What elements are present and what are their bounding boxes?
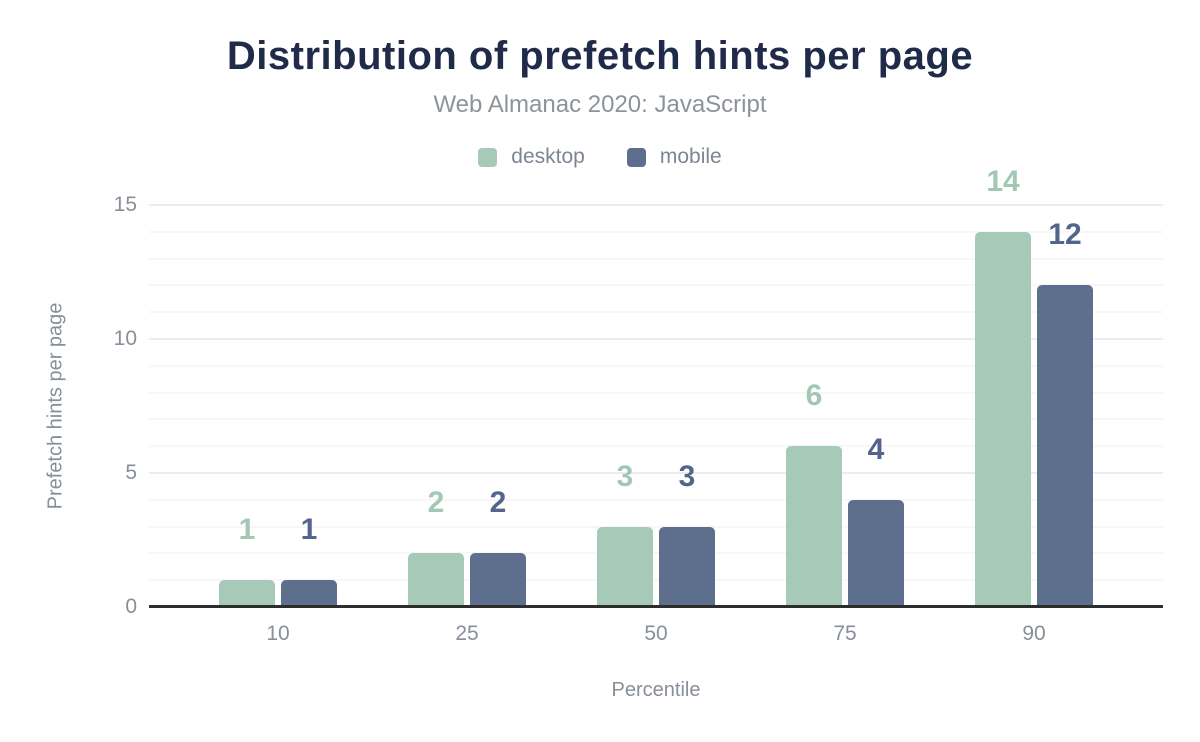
mobile-bar-value-label: 1 <box>300 513 318 546</box>
gridline-major <box>149 338 1163 340</box>
gridline-minor <box>149 365 1163 367</box>
gridline-minor <box>149 392 1163 394</box>
gridline-minor <box>149 499 1163 501</box>
legend: desktop mobile <box>0 145 1200 169</box>
gridline-minor <box>149 445 1163 447</box>
legend-label-mobile: mobile <box>659 145 722 168</box>
mobile-bar-value-label: 3 <box>678 460 696 493</box>
mobile-series-swatch <box>626 147 646 167</box>
chart-title: Distribution of prefetch hints per page <box>226 34 974 78</box>
desktop-bar-value-label: 1 <box>238 513 256 546</box>
gridline-major <box>149 472 1163 474</box>
chart-subtitle: Web Almanac 2020: JavaScript <box>433 91 767 118</box>
gridline-minor <box>149 231 1163 233</box>
x-axis-title: Percentile <box>611 679 701 701</box>
gridline-minor <box>149 552 1163 554</box>
x-axis-tick-label: 90 <box>1022 622 1046 645</box>
desktop-bar[interactable] <box>408 553 464 607</box>
x-axis-baseline <box>149 605 1163 608</box>
x-axis-tick-label: 50 <box>644 622 668 645</box>
legend-item-mobile[interactable]: mobile <box>626 145 722 169</box>
legend-label-desktop: desktop <box>511 145 585 168</box>
desktop-bar-value-label: 3 <box>616 460 634 493</box>
y-axis-tick-label: 5 <box>125 461 137 484</box>
desktop-bar[interactable] <box>786 446 842 607</box>
desktop-bar[interactable] <box>975 232 1031 607</box>
desktop-bar[interactable] <box>219 580 275 607</box>
mobile-bar[interactable] <box>281 580 337 607</box>
x-axis-tick-label: 25 <box>455 622 479 645</box>
gridline-minor <box>149 284 1163 286</box>
mobile-bar[interactable] <box>659 527 715 607</box>
gridline-minor <box>149 418 1163 420</box>
mobile-bar[interactable] <box>848 500 904 607</box>
desktop-series-swatch <box>478 147 498 167</box>
desktop-bar[interactable] <box>597 527 653 607</box>
mobile-bar-value-label: 12 <box>1048 218 1082 251</box>
desktop-bar-value-label: 2 <box>427 486 445 519</box>
mobile-bar[interactable] <box>1037 285 1093 607</box>
legend-item-desktop[interactable]: desktop <box>478 145 585 169</box>
gridline-major <box>149 204 1163 206</box>
y-axis-tick-label: 15 <box>113 193 137 216</box>
gridline-minor <box>149 526 1163 528</box>
y-axis-tick-label: 10 <box>113 327 137 350</box>
y-axis-tick-label: 0 <box>125 595 137 618</box>
desktop-bar-value-label: 14 <box>986 165 1020 198</box>
mobile-bar[interactable] <box>470 553 526 607</box>
x-axis-tick-label: 10 <box>266 622 290 645</box>
mobile-bar-value-label: 2 <box>489 486 507 519</box>
mobile-bar-value-label: 4 <box>867 433 885 466</box>
desktop-bar-value-label: 6 <box>805 379 823 412</box>
x-axis-tick-label: 75 <box>833 622 857 645</box>
gridline-minor <box>149 579 1163 581</box>
gridline-minor <box>149 311 1163 313</box>
gridline-minor <box>149 258 1163 260</box>
